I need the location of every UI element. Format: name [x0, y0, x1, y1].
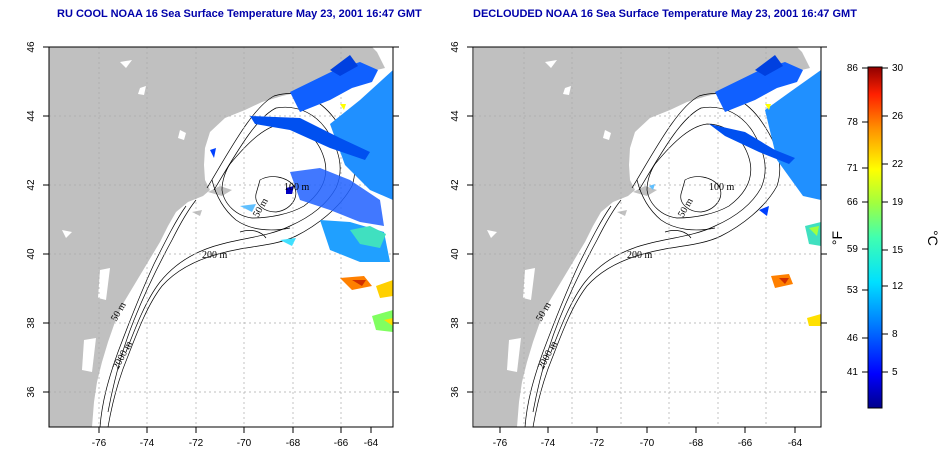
right-x-tick-66: -66	[738, 438, 753, 449]
contour-label-200m: 200 m	[202, 250, 228, 261]
colorbar-c-tick-15: 15	[892, 245, 904, 256]
right-y-tick-44: 44	[450, 110, 461, 122]
x-tick-70: -70	[237, 438, 252, 449]
sst-data-right	[649, 55, 821, 326]
right-y-tick-40: 40	[450, 248, 461, 260]
left-map-title: RU COOL NOAA 16 Sea Surface Temperature …	[57, 8, 422, 20]
colorbar-celsius-label: °C	[925, 230, 941, 246]
sst-data-left	[210, 55, 393, 332]
y-tick-36: 36	[26, 386, 37, 398]
x-tick-74: -74	[140, 438, 155, 449]
colorbar-f-tick-41: 41	[847, 367, 859, 378]
right-x-tick-74: -74	[541, 438, 556, 449]
colorbar-c-tick-5: 5	[892, 367, 898, 378]
temperature-colorbar: 86 78 71 66 59 53 46 41 30 26 22 19 15 1…	[829, 63, 941, 409]
right-y-tick-46: 46	[450, 41, 461, 53]
colorbar-fahrenheit-label: °F	[829, 231, 845, 245]
colorbar-c-tick-30: 30	[892, 63, 904, 74]
colorbar-f-tick-71: 71	[847, 163, 859, 174]
x-tick-64: -64	[364, 438, 379, 449]
y-tick-42: 42	[26, 179, 37, 191]
left-map-panel: 100 m 50 m 200 m 50 m 2000 m -76 -74 -72…	[26, 41, 399, 449]
colorbar-f-tick-59: 59	[847, 244, 859, 255]
colorbar-f-tick-53: 53	[847, 285, 859, 296]
right-y-tick-36: 36	[450, 386, 461, 398]
right-x-tick-70: -70	[640, 438, 655, 449]
colorbar-c-tick-12: 12	[892, 281, 904, 292]
y-tick-38: 38	[26, 317, 37, 329]
right-contour-label-100m: 100 m	[709, 182, 735, 193]
x-tick-66: -66	[334, 438, 349, 449]
right-contour-label-200m: 200 m	[627, 250, 653, 261]
colorbar-f-tick-78: 78	[847, 117, 859, 128]
right-y-tick-38: 38	[450, 317, 461, 329]
right-map-title: DECLOUDED NOAA 16 Sea Surface Temperatur…	[473, 8, 857, 20]
colorbar-f-tick-86: 86	[847, 63, 859, 74]
colorbar-c-tick-26: 26	[892, 111, 904, 122]
x-tick-76: -76	[92, 438, 107, 449]
x-tick-68: -68	[286, 438, 301, 449]
y-tick-40: 40	[26, 248, 37, 260]
colorbar-c-tick-19: 19	[892, 197, 904, 208]
right-x-tick-68: -68	[689, 438, 704, 449]
contour-label-100m: 100 m	[284, 182, 310, 193]
right-y-tick-42: 42	[450, 179, 461, 191]
x-tick-72: -72	[189, 438, 204, 449]
y-tick-46: 46	[26, 41, 37, 53]
right-x-tick-72: -72	[590, 438, 605, 449]
colorbar-f-tick-46: 46	[847, 333, 859, 344]
y-tick-44: 44	[26, 110, 37, 122]
colorbar-c-tick-8: 8	[892, 329, 898, 340]
right-x-tick-76: -76	[493, 438, 508, 449]
right-x-tick-64: -64	[788, 438, 803, 449]
colorbar-c-tick-22: 22	[892, 159, 904, 170]
colorbar-f-tick-66: 66	[847, 197, 859, 208]
right-map-panel: 100 m 50 m 200 m 50 m 2000 m -76 -74 -72…	[450, 41, 827, 449]
